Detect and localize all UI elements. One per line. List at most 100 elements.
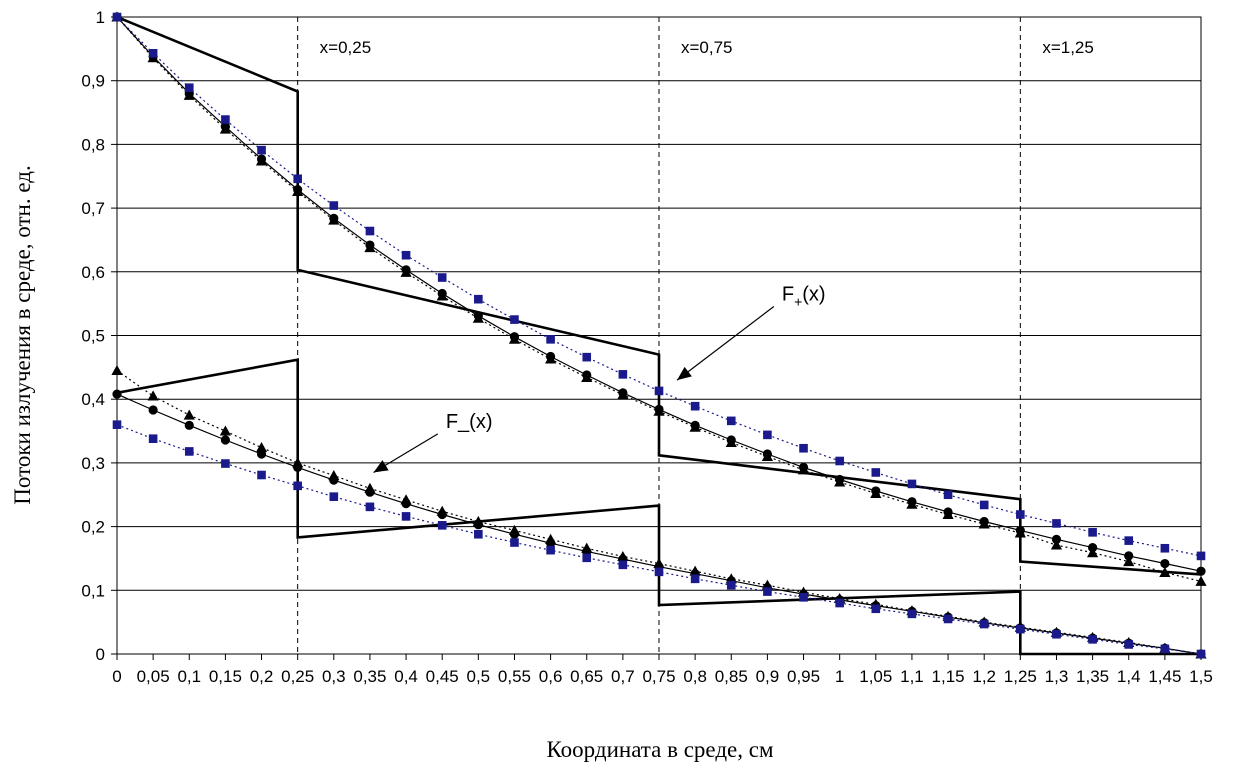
- data-point-triangle: [617, 550, 629, 562]
- data-point-circle: [1196, 566, 1206, 576]
- y-tick-label: 0,1: [81, 581, 105, 600]
- annotation-arrow-line: [676, 305, 775, 381]
- plot-area-border: [116, 16, 1202, 655]
- data-point-triangle: [255, 442, 268, 453]
- data-point-square: [763, 587, 772, 596]
- series-triangle-dotted: [111, 11, 1207, 586]
- data-point-square: [474, 529, 483, 539]
- data-point-circle: [112, 389, 122, 399]
- data-point-square: [437, 521, 447, 530]
- data-point-square: [365, 502, 375, 512]
- data-point-square: [1160, 543, 1170, 553]
- y-tick-label: 0,7: [81, 199, 105, 218]
- data-point-circle: [220, 435, 230, 445]
- x-axis-title: Координата в среде, см: [546, 737, 773, 762]
- boundary-label: x=1,25: [1042, 38, 1094, 57]
- data-point-triangle: [147, 390, 159, 401]
- boundary-label: x=0,25: [320, 38, 372, 57]
- x-tick-label: 0,4: [394, 667, 418, 686]
- x-tick-label: 0,5: [467, 667, 491, 686]
- data-point-triangle: [581, 371, 593, 383]
- x-tick-label: 1,1: [900, 667, 924, 686]
- data-point-square: [871, 468, 881, 477]
- data-point-square: [582, 352, 592, 362]
- data-point-square: [293, 174, 302, 184]
- data-point-square: [1124, 640, 1134, 649]
- data-point-square: [329, 201, 339, 210]
- x-tick-label: 0,45: [426, 667, 459, 686]
- x-tick-label: 0,8: [683, 667, 707, 686]
- axes: 0 0,1 0,2 0,3 0,4 0,5 0,6 0,7 0,8 0,9 1 0 0,05 0,1 0,1…: [81, 8, 1212, 686]
- data-point-triangle: [942, 508, 954, 519]
- data-point-square: [799, 593, 808, 602]
- data-point-square: [221, 115, 230, 124]
- data-point-square: [293, 481, 302, 491]
- y-tick-label: 0,2: [81, 518, 105, 537]
- x-tick-label: 0: [112, 667, 121, 686]
- x-tick-label: 0,6: [539, 667, 563, 686]
- x-tick-label: 0,3: [322, 667, 346, 686]
- data-point-square: [1052, 629, 1061, 639]
- data-point-triangle: [653, 557, 665, 569]
- data-point-square: [618, 370, 628, 379]
- data-point-square: [546, 335, 555, 344]
- data-point-square: [907, 609, 917, 619]
- data-point-square: [112, 12, 122, 22]
- data-point-triangle: [1014, 527, 1026, 538]
- data-point-square: [1052, 519, 1061, 528]
- data-point-triangle: [328, 214, 340, 225]
- data-point-square: [401, 512, 411, 521]
- data-point-square: [1088, 635, 1097, 644]
- data-point-triangle: [725, 436, 737, 447]
- data-point-triangle: [581, 542, 593, 553]
- series-line: [116, 16, 1202, 557]
- data-point-square: [907, 479, 917, 489]
- x-tick-label: 1,45: [1148, 667, 1181, 686]
- data-point-triangle: [436, 290, 448, 301]
- series-circle-solid: [112, 12, 1206, 576]
- y-tick-label: 0,9: [81, 72, 105, 91]
- y-axis-title: Потоки излучения в среде, отн. ед.: [10, 165, 35, 504]
- data-point-triangle: [797, 464, 810, 475]
- x-tick-label: 0,1: [177, 667, 201, 686]
- data-point-square: [726, 416, 736, 426]
- data-point-square: [1160, 644, 1170, 654]
- data-point-triangle: [400, 266, 412, 277]
- data-point-square: [401, 250, 411, 260]
- data-point-square: [474, 294, 483, 304]
- data-point-triangle: [617, 389, 629, 400]
- data-point-square: [835, 456, 844, 466]
- data-point-triangle: [472, 312, 484, 323]
- data-point-triangle: [508, 333, 521, 344]
- data-point-square: [221, 459, 230, 468]
- data-point-triangle: [1195, 575, 1207, 586]
- x-tick-label: 0,55: [498, 667, 531, 686]
- data-point-square: [690, 574, 700, 584]
- data-point-triangle: [1123, 556, 1135, 567]
- x-tick-label: 1,5: [1189, 667, 1213, 686]
- data-point-circle: [1124, 551, 1134, 561]
- series-line: [116, 358, 1201, 656]
- data-point-triangle: [870, 487, 882, 498]
- data-point-triangle: [906, 498, 918, 509]
- data-point-square: [690, 401, 700, 411]
- data-point-square: [1124, 536, 1134, 545]
- data-point-square: [654, 567, 664, 577]
- data-point-square: [654, 386, 664, 396]
- y-tick-label: 0,5: [81, 327, 105, 346]
- data-point-square: [618, 560, 628, 570]
- data-point-square: [184, 83, 194, 93]
- data-point-square: [1016, 510, 1025, 519]
- y-tick-label: 0,3: [81, 454, 105, 473]
- data-point-square: [184, 447, 194, 456]
- data-point-triangle: [545, 533, 557, 544]
- data-point-square: [365, 226, 375, 236]
- data-point-triangle: [364, 482, 376, 493]
- data-point-square: [979, 500, 989, 510]
- x-tick-label: 0,65: [570, 667, 603, 686]
- data-point-triangle: [545, 353, 557, 364]
- data-point-triangle: [328, 470, 340, 481]
- data-point-square: [582, 553, 592, 563]
- series-square-dotted-blue: [112, 12, 1206, 561]
